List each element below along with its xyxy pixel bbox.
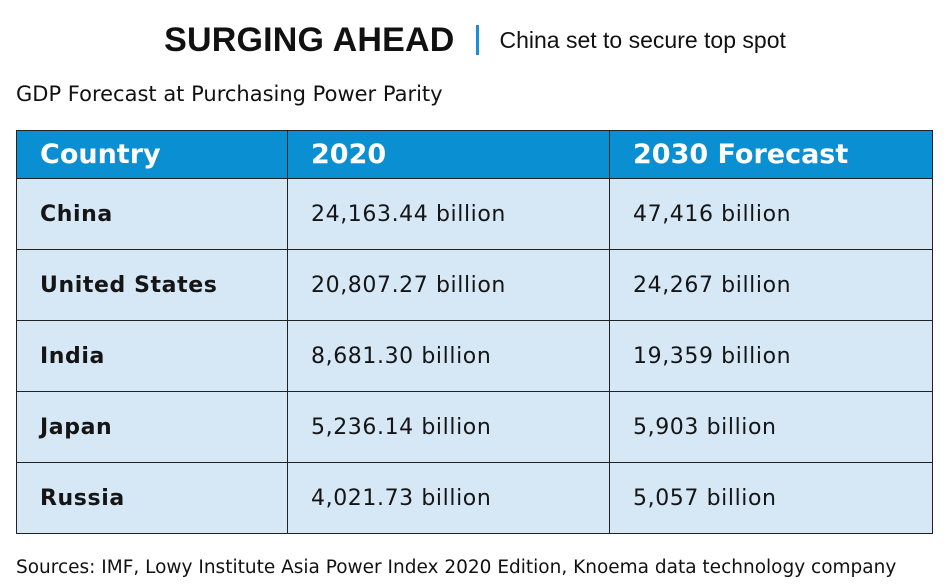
header: SURGING AHEAD China set to secure top sp…	[0, 20, 950, 60]
table-subtitle: GDP Forecast at Purchasing Power Parity	[16, 82, 443, 106]
gdp-2020-cell: 8,681.30 billion	[287, 320, 610, 392]
table-row: China 24,163.44 billion 47,416 billion	[16, 178, 933, 250]
country-cell: China	[16, 178, 288, 250]
gdp-2030-cell: 5,057 billion	[609, 462, 933, 534]
column-header-2030-forecast: 2030 Forecast	[609, 130, 933, 179]
gdp-2020-cell: 20,807.27 billion	[287, 249, 610, 321]
table-row: United States 20,807.27 billion 24,267 b…	[16, 249, 933, 321]
country-cell: India	[16, 320, 288, 392]
gdp-2030-cell: 5,903 billion	[609, 391, 933, 463]
gdp-2030-cell: 47,416 billion	[609, 178, 933, 250]
table-row: India 8,681.30 billion 19,359 billion	[16, 320, 933, 392]
table-row: Russia 4,021.73 billion 5,057 billion	[16, 462, 933, 534]
gdp-table: Country 2020 2030 Forecast China 24,163.…	[16, 130, 933, 534]
gdp-2020-cell: 5,236.14 billion	[287, 391, 610, 463]
column-header-country: Country	[16, 130, 288, 179]
column-header-2020: 2020	[287, 130, 610, 179]
country-cell: Russia	[16, 462, 288, 534]
header-divider	[476, 25, 480, 55]
headline: SURGING AHEAD	[164, 20, 455, 59]
gdp-2030-cell: 24,267 billion	[609, 249, 933, 321]
gdp-2030-cell: 19,359 billion	[609, 320, 933, 392]
country-cell: United States	[16, 249, 288, 321]
table-row: Japan 5,236.14 billion 5,903 billion	[16, 391, 933, 463]
table-header-row: Country 2020 2030 Forecast	[16, 130, 933, 179]
gdp-2020-cell: 24,163.44 billion	[287, 178, 610, 250]
kicker: China set to secure top spot	[499, 26, 786, 53]
country-cell: Japan	[16, 391, 288, 463]
sources-note: Sources: IMF, Lowy Institute Asia Power …	[16, 557, 897, 578]
gdp-2020-cell: 4,021.73 billion	[287, 462, 610, 534]
